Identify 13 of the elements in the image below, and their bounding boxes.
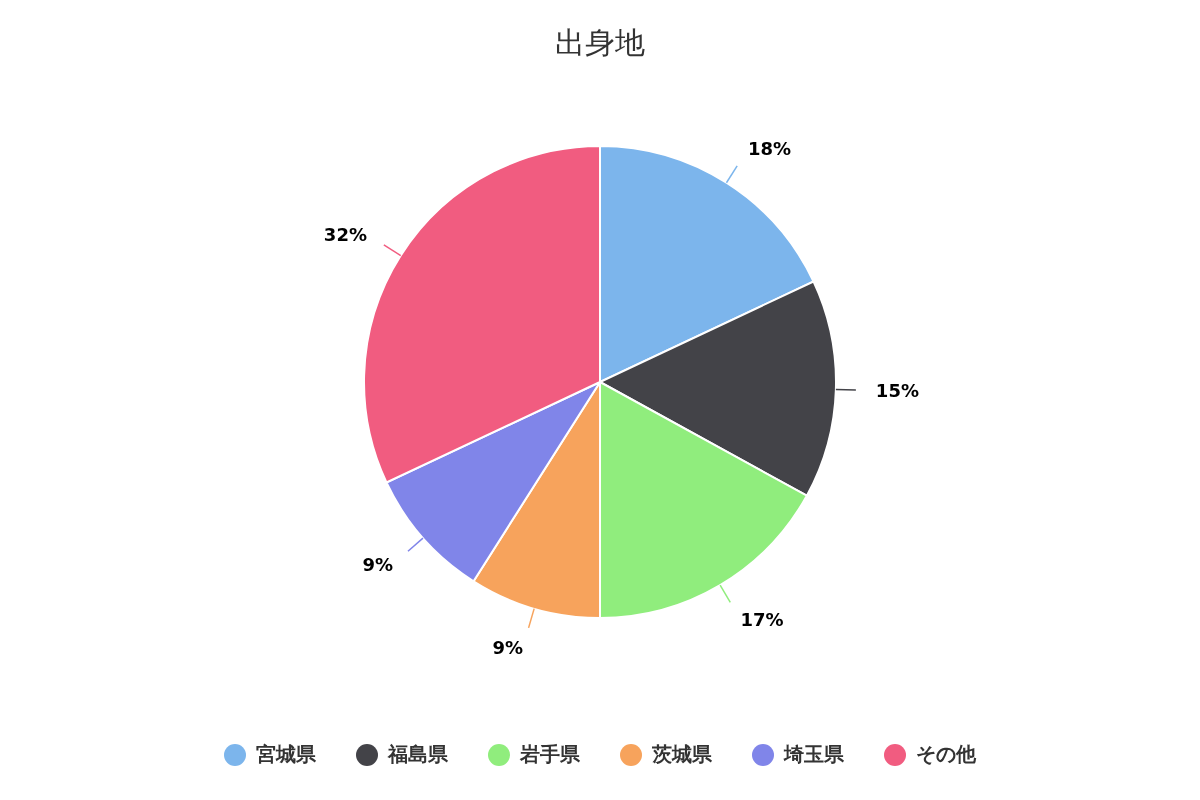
- data-label: 9%: [492, 636, 523, 658]
- data-label: 18%: [747, 138, 791, 160]
- data-label: 9%: [362, 554, 393, 576]
- legend-label: 宮城県: [255, 741, 316, 768]
- data-label: 15%: [875, 380, 919, 402]
- legend-label: 岩手県: [519, 741, 580, 768]
- legend-label: 福島県: [387, 741, 448, 768]
- data-label: 32%: [323, 223, 367, 245]
- legend-label: 茨城県: [651, 741, 712, 768]
- legend-label: 埼玉県: [782, 741, 844, 768]
- data-label: 17%: [740, 609, 784, 631]
- legend-label: その他: [915, 741, 976, 768]
- chart-title: 出身地: [555, 24, 645, 60]
